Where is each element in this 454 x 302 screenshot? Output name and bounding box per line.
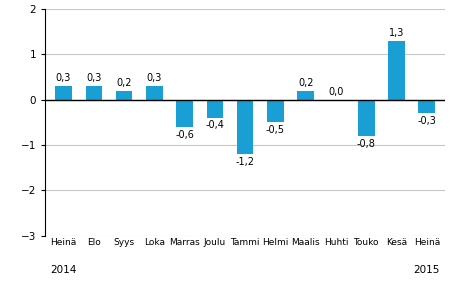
Text: -1,2: -1,2 (236, 157, 255, 167)
Text: 1,3: 1,3 (389, 28, 404, 38)
Text: 2014: 2014 (50, 265, 77, 275)
Bar (358, 100, 375, 136)
Text: -0,4: -0,4 (206, 120, 224, 130)
Bar (146, 86, 163, 100)
Text: -0,8: -0,8 (357, 139, 375, 149)
Bar (116, 91, 133, 100)
Text: -0,6: -0,6 (175, 130, 194, 140)
Text: -0,5: -0,5 (266, 125, 285, 135)
Bar (176, 100, 193, 127)
Text: 0,2: 0,2 (298, 78, 313, 88)
Text: 0,0: 0,0 (328, 87, 344, 97)
Text: 0,3: 0,3 (86, 73, 102, 83)
Text: 0,2: 0,2 (116, 78, 132, 88)
Bar (207, 100, 223, 118)
Bar (297, 91, 314, 100)
Text: -0,3: -0,3 (417, 116, 436, 126)
Bar (85, 86, 102, 100)
Text: 0,3: 0,3 (147, 73, 162, 83)
Bar (267, 100, 284, 122)
Text: 2015: 2015 (414, 265, 440, 275)
Bar (388, 41, 405, 100)
Bar (237, 100, 253, 154)
Bar (419, 100, 435, 113)
Text: 0,3: 0,3 (56, 73, 71, 83)
Bar (55, 86, 72, 100)
